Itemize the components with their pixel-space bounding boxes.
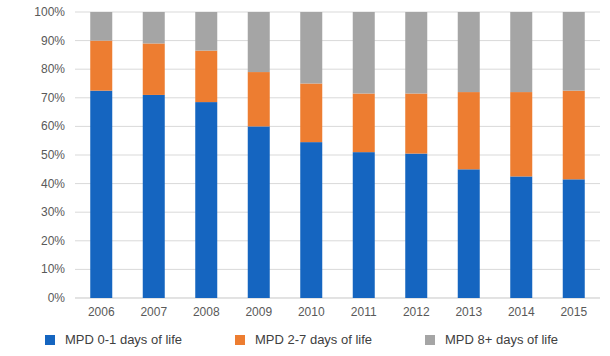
x-tick-label: 2007 [140,305,167,319]
legend: MPD 0-1 days of life MPD 2-7 days of life… [45,332,558,347]
y-tick-label: 80% [41,62,65,76]
bar-segment [90,41,112,91]
y-tick-label: 0% [48,291,66,305]
bar-segment [458,169,480,298]
bar-segment [405,154,427,298]
x-tick-label: 2013 [455,305,482,319]
bar-segment [90,91,112,298]
x-tick-label: 2009 [245,305,272,319]
bar-segment [353,152,375,298]
bar-segment [353,12,375,94]
chart: 0% 10% 20% 30% 40% 50% 60% 70% 80% 90% 100% 2006 200… [0,0,610,356]
bar-segment [405,12,427,94]
bar-segment [248,72,270,126]
grid [75,12,600,298]
x-tick-label: 2014 [508,305,535,319]
x-tick-label: 2011 [351,305,377,319]
x-tick-label: 2008 [193,305,220,319]
bar-segment [90,12,112,41]
legend-swatch [45,335,55,345]
bar-segment [195,51,217,102]
legend-label: MPD 8+ days of life [445,332,558,347]
bar-segment [510,92,532,176]
bar-segment [300,142,322,298]
y-tick-label: 70% [41,91,65,105]
bar-segment [563,91,585,180]
y-tick-label: 20% [41,234,65,248]
bar-segment [563,12,585,91]
y-tick-label: 50% [41,148,65,162]
bar-segment [458,12,480,92]
bar-segment [143,12,165,43]
y-tick-label: 90% [41,34,65,48]
bar-segment [405,94,427,154]
x-tick-label: 2015 [560,305,587,319]
x-tick-label: 2012 [403,305,430,319]
legend-swatch [425,335,435,345]
x-tick-label: 2010 [298,305,325,319]
bar-segment [300,84,322,143]
y-tick-label: 60% [41,119,65,133]
bar-segment [248,12,270,72]
bar-segment [195,12,217,51]
bar-segment [353,94,375,153]
bar-segment [195,102,217,298]
bar-segment [143,95,165,298]
legend-label: MPD 2-7 days of life [255,332,372,347]
y-tick-label: 10% [41,262,65,276]
bar-segment [300,12,322,84]
bar-segment [458,92,480,169]
bars [90,12,585,298]
y-tick-label: 40% [41,177,65,191]
y-tick-label: 30% [41,205,65,219]
x-tick-label: 2006 [88,305,115,319]
bar-segment [143,43,165,94]
bar-segment [510,176,532,298]
bar-segment [563,179,585,298]
bar-segment [248,126,270,298]
legend-label: MPD 0-1 days of life [65,332,182,347]
legend-swatch [235,335,245,345]
bar-segment [510,12,532,92]
y-tick-label: 100% [34,5,65,19]
